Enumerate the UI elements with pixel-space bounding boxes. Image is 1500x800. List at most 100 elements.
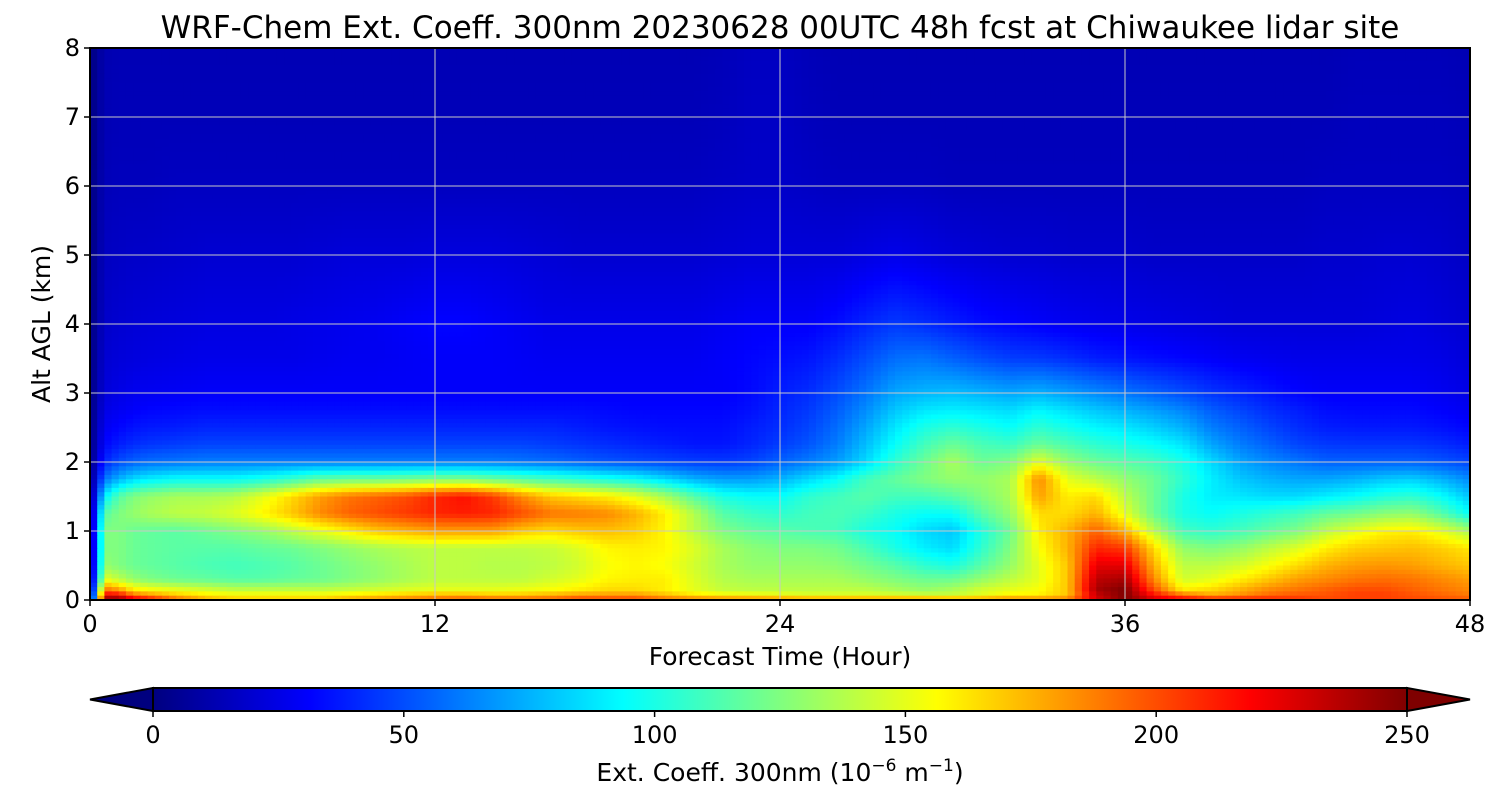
heatmap-cell: [97, 91, 105, 96]
heatmap-cell: [845, 74, 853, 79]
heatmap-cell: [809, 52, 817, 57]
heatmap-cell: [457, 78, 465, 83]
heatmap-cell: [852, 74, 860, 79]
heatmap-cell: [1132, 83, 1140, 88]
heatmap-cell: [248, 91, 256, 96]
heatmap-cell: [1139, 61, 1147, 66]
heatmap-cell: [1456, 70, 1464, 75]
heatmap-cell: [248, 74, 256, 79]
heatmap-cell: [694, 74, 702, 79]
heatmap-cell: [457, 52, 465, 57]
heatmap-cell: [694, 65, 702, 70]
heatmap-cell: [298, 78, 306, 83]
heatmap-cell: [643, 65, 651, 70]
heatmap-cell: [845, 65, 853, 70]
heatmap-cell: [1075, 61, 1083, 66]
heatmap-cell: [1233, 70, 1241, 75]
heatmap-cell: [629, 74, 637, 79]
heatmap-cell: [1103, 70, 1111, 75]
heatmap-cell: [284, 83, 292, 88]
heatmap-cell: [615, 57, 623, 62]
heatmap-cell: [119, 65, 127, 70]
heatmap-cell: [974, 74, 982, 79]
heatmap-cell: [471, 70, 479, 75]
heatmap-cell: [593, 61, 601, 66]
heatmap-cell: [1254, 83, 1262, 88]
heatmap-cell: [643, 70, 651, 75]
heatmap-cell: [406, 61, 414, 66]
heatmap-cell: [1032, 52, 1040, 57]
heatmap-cell: [1434, 61, 1442, 66]
heatmap-cell: [1348, 70, 1356, 75]
heatmap-cell: [629, 70, 637, 75]
heatmap-cell: [1348, 65, 1356, 70]
heatmap-cell: [1240, 87, 1248, 92]
heatmap-cell: [651, 74, 659, 79]
heatmap-cell: [349, 87, 357, 92]
heatmap-cell: [1175, 57, 1183, 62]
heatmap-cell: [1003, 61, 1011, 66]
heatmap-cell: [1290, 65, 1298, 70]
heatmap-cell: [1161, 61, 1169, 66]
heatmap-cell: [1391, 78, 1399, 83]
heatmap-cell: [1096, 57, 1104, 62]
heatmap-cell: [1032, 57, 1040, 62]
heatmap-cell: [1039, 57, 1047, 62]
heatmap-cell: [967, 61, 975, 66]
heatmap-cell: [198, 61, 206, 66]
heatmap-cell: [413, 74, 421, 79]
heatmap-cell: [1125, 74, 1133, 79]
heatmap-cell: [183, 61, 191, 66]
heatmap-cell: [1017, 74, 1025, 79]
heatmap-cell: [241, 74, 249, 79]
heatmap-cell: [550, 65, 558, 70]
heatmap-cell: [1183, 57, 1191, 62]
heatmap-cell: [1441, 78, 1449, 83]
heatmap-cell: [981, 57, 989, 62]
heatmap-cell: [960, 65, 968, 70]
heatmap-cell: [1060, 78, 1068, 83]
heatmap-cell: [593, 70, 601, 75]
heatmap-cell: [521, 70, 529, 75]
heatmap-cell: [334, 87, 342, 92]
heatmap-cell: [888, 65, 896, 70]
heatmap-cell: [794, 74, 802, 79]
heatmap-cell: [385, 57, 393, 62]
heatmap-cell: [1441, 74, 1449, 79]
heatmap-cell: [320, 61, 328, 66]
heatmap-cell: [413, 65, 421, 70]
heatmap-cell: [320, 65, 328, 70]
heatmap-cell: [1154, 61, 1162, 66]
heatmap-cell: [363, 74, 371, 79]
heatmap-cell: [291, 52, 299, 57]
heatmap-cell: [780, 74, 788, 79]
heatmap-cell: [1017, 78, 1025, 83]
heatmap-cell: [1369, 70, 1377, 75]
heatmap-cell: [97, 57, 105, 62]
heatmap-cell: [263, 91, 271, 96]
heatmap-cell: [672, 83, 680, 88]
heatmap-cell: [521, 87, 529, 92]
heatmap-cell: [1003, 74, 1011, 79]
heatmap-cell: [428, 70, 436, 75]
heatmap-cell: [1032, 70, 1040, 75]
heatmap-cell: [845, 52, 853, 57]
heatmap-cell: [823, 87, 831, 92]
heatmap-cell: [809, 61, 817, 66]
heatmap-cell: [737, 61, 745, 66]
heatmap-cell: [1283, 70, 1291, 75]
heatmap-cell: [392, 87, 400, 92]
heatmap-cell: [996, 87, 1004, 92]
heatmap-cell: [1326, 83, 1334, 88]
heatmap-cell: [1290, 57, 1298, 62]
heatmap-cell: [392, 70, 400, 75]
heatmap-cell: [449, 65, 457, 70]
heatmap-cell: [442, 65, 450, 70]
heatmap-cell: [1233, 52, 1241, 57]
heatmap-cell: [234, 74, 242, 79]
heatmap-cell: [1290, 52, 1298, 57]
heatmap-cell: [327, 87, 335, 92]
heatmap-cell: [1283, 74, 1291, 79]
heatmap-cell: [557, 78, 565, 83]
heatmap-cell: [737, 70, 745, 75]
